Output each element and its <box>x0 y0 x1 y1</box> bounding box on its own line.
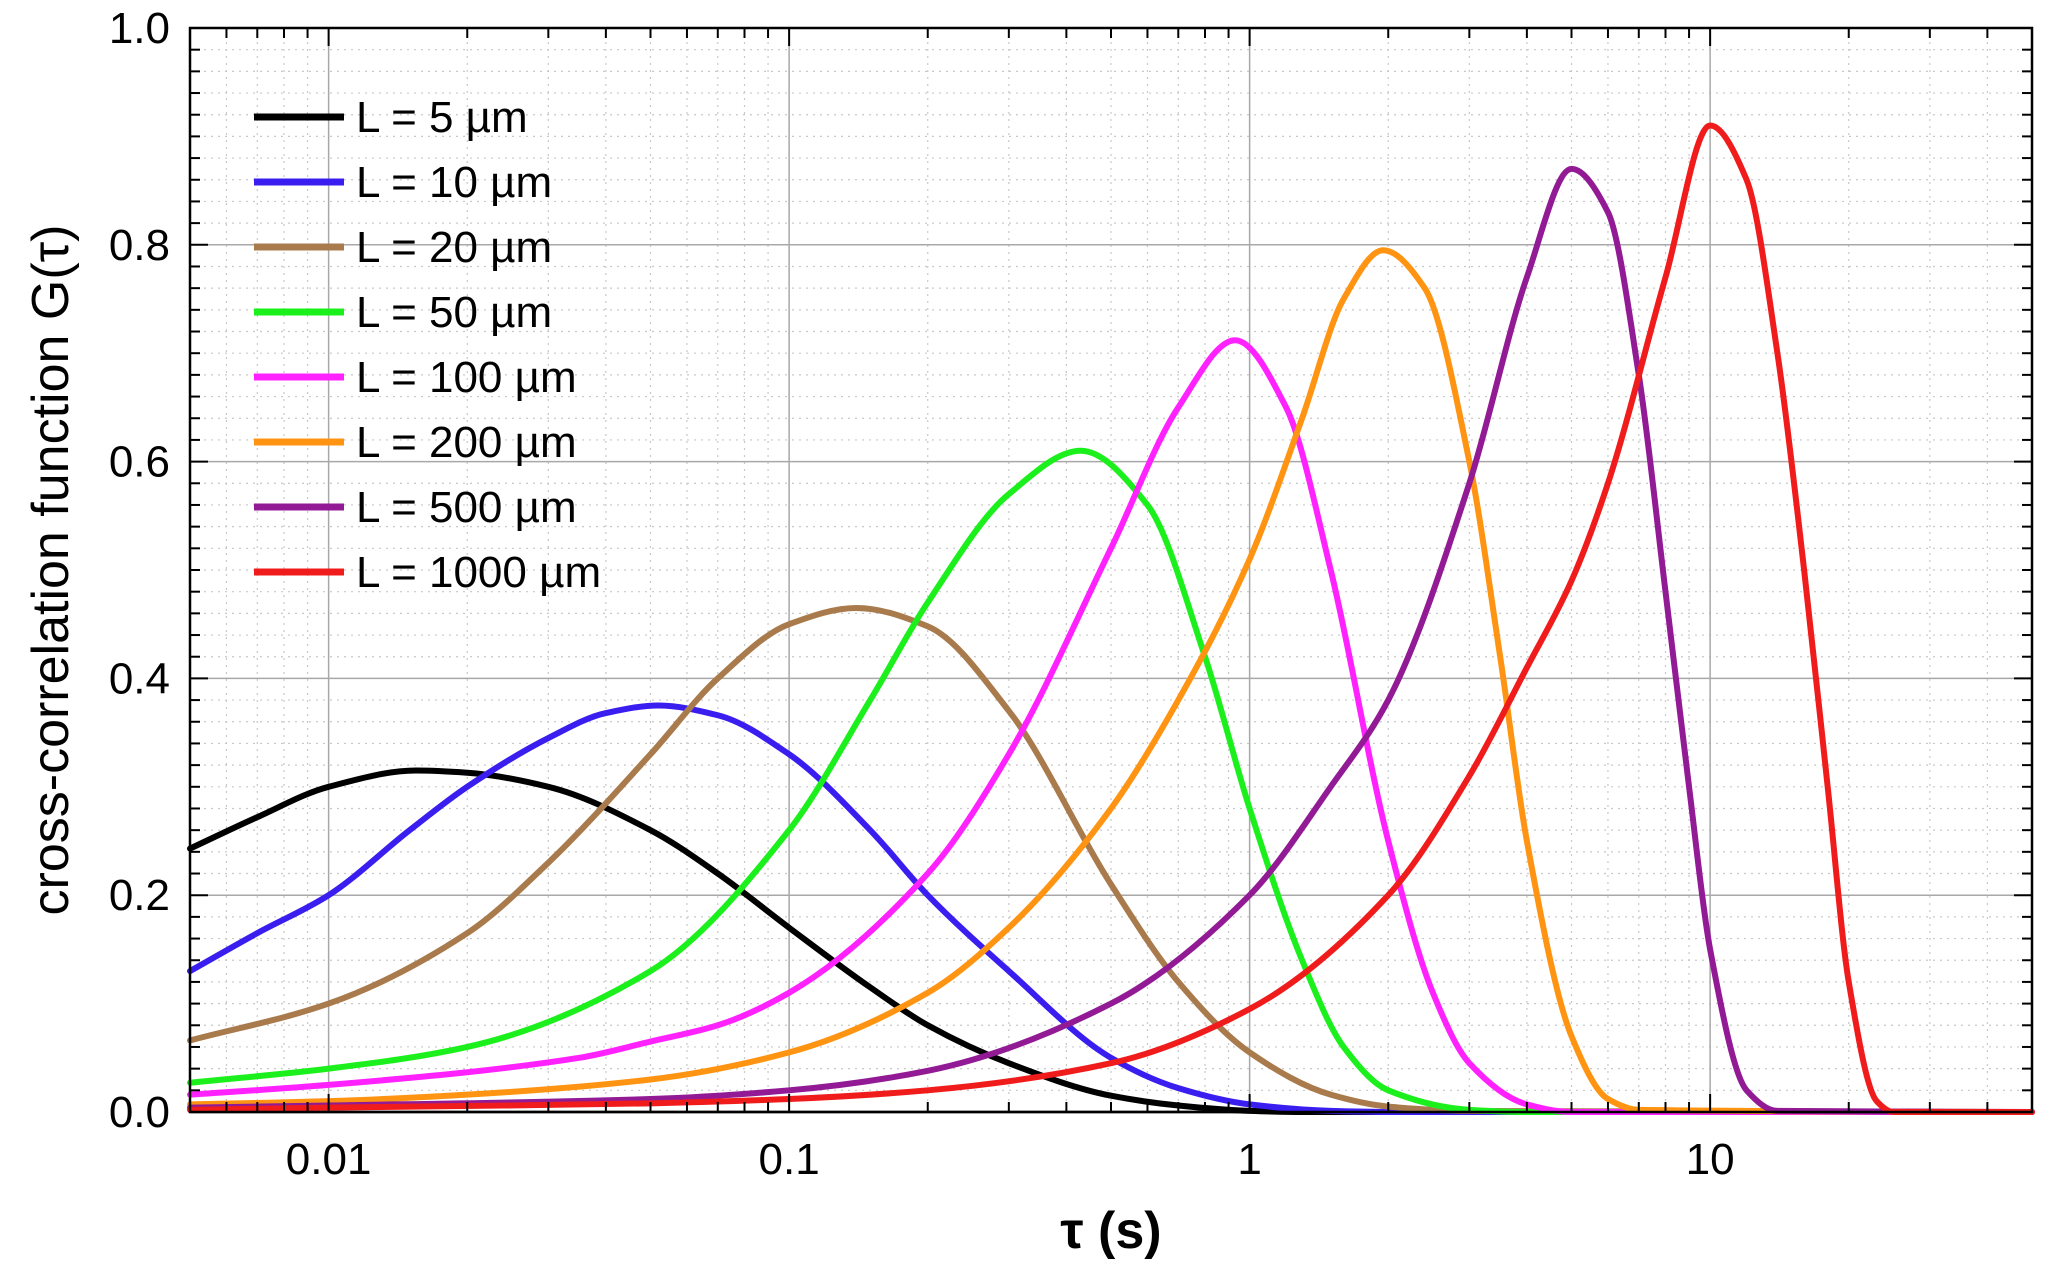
series-line-7 <box>187 165 2035 1115</box>
x-tick-label: 1 <box>1237 1135 1261 1184</box>
series-line-3 <box>187 604 2035 1115</box>
x-tick-label: 0.01 <box>286 1135 372 1184</box>
y-tick-label: 1.0 <box>109 4 170 53</box>
y-tick-labels: 0.0 0.2 0.4 0.6 0.8 1.0 <box>109 4 170 1137</box>
x-axis-title: τ (s) <box>1060 1202 1161 1260</box>
y-tick-label: 0.4 <box>109 654 170 703</box>
x-tick-label: 0.1 <box>759 1135 820 1184</box>
legend-label-1: L = 5 µm <box>356 93 528 142</box>
legend-label-3: L = 20 µm <box>356 223 552 272</box>
y-tick-label: 0.0 <box>109 1088 170 1137</box>
legend-label-6: L = 200 µm <box>356 418 577 467</box>
series-line-4 <box>187 447 2035 1116</box>
legend-label-8: L = 1000 µm <box>356 548 601 597</box>
series-line-5 <box>187 337 2035 1116</box>
series-line-8 <box>187 122 2035 1115</box>
x-tick-labels: 0.01 0.1 1 10 <box>286 1135 1735 1184</box>
legend: L = 5 µm L = 10 µm L = 20 µm L = 50 µm L = 1… <box>254 93 601 597</box>
legend-label-2: L = 10 µm <box>356 158 552 207</box>
axis-ticks <box>190 27 2032 1113</box>
y-tick-label: 0.8 <box>109 221 170 270</box>
y-tick-label: 0.2 <box>109 871 170 920</box>
y-axis-title: cross-correlation function G(τ) <box>22 225 80 916</box>
minor-grid <box>190 28 2032 1112</box>
series-line-6 <box>187 247 2035 1115</box>
legend-label-5: L = 100 µm <box>356 353 577 402</box>
legend-label-7: L = 500 µm <box>356 483 577 532</box>
x-tick-label: 10 <box>1686 1135 1735 1184</box>
y-tick-label: 0.6 <box>109 438 170 487</box>
legend-label-4: L = 50 µm <box>356 288 552 337</box>
